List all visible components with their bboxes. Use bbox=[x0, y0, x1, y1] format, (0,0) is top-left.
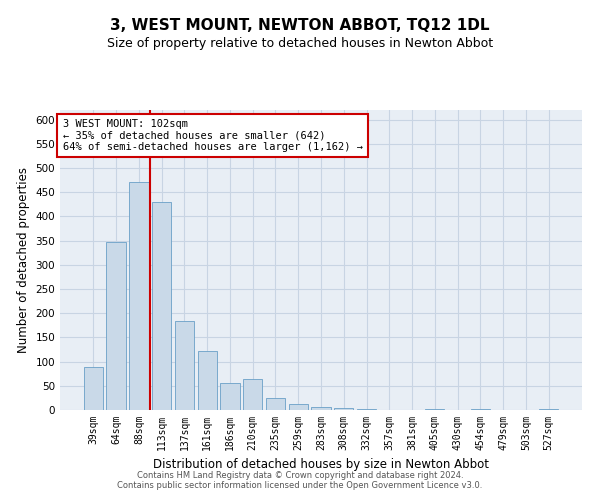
Bar bbox=[334, 408, 353, 410]
Bar bbox=[106, 242, 126, 410]
Bar bbox=[197, 351, 217, 410]
Bar bbox=[289, 404, 308, 410]
Bar bbox=[129, 182, 149, 410]
Bar bbox=[243, 378, 262, 410]
Bar bbox=[357, 408, 376, 410]
Bar bbox=[470, 408, 490, 410]
Bar bbox=[311, 406, 331, 410]
Bar bbox=[175, 322, 194, 410]
Bar bbox=[266, 398, 285, 410]
Bar bbox=[152, 202, 172, 410]
Text: 3 WEST MOUNT: 102sqm
← 35% of detached houses are smaller (642)
64% of semi-deta: 3 WEST MOUNT: 102sqm ← 35% of detached h… bbox=[62, 119, 362, 152]
Text: 3, WEST MOUNT, NEWTON ABBOT, TQ12 1DL: 3, WEST MOUNT, NEWTON ABBOT, TQ12 1DL bbox=[110, 18, 490, 32]
Y-axis label: Number of detached properties: Number of detached properties bbox=[17, 167, 30, 353]
Text: Contains HM Land Registry data © Crown copyright and database right 2024.
Contai: Contains HM Land Registry data © Crown c… bbox=[118, 470, 482, 490]
Text: Size of property relative to detached houses in Newton Abbot: Size of property relative to detached ho… bbox=[107, 38, 493, 51]
Bar bbox=[84, 368, 103, 410]
Bar bbox=[539, 408, 558, 410]
X-axis label: Distribution of detached houses by size in Newton Abbot: Distribution of detached houses by size … bbox=[153, 458, 489, 471]
Bar bbox=[425, 408, 445, 410]
Bar bbox=[220, 384, 239, 410]
